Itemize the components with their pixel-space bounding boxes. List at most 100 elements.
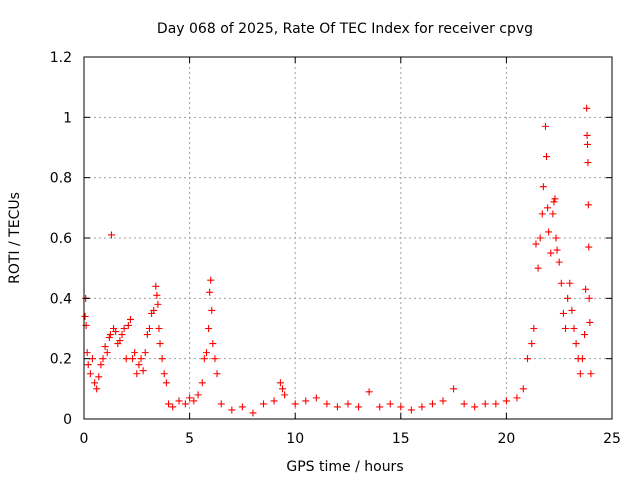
data-point — [93, 385, 101, 393]
data-point — [450, 385, 458, 393]
data-point — [549, 210, 557, 218]
data-point — [291, 400, 299, 408]
x-tick-label: 15 — [392, 431, 410, 447]
data-point — [312, 394, 320, 402]
data-point — [576, 370, 584, 378]
data-point — [160, 370, 168, 378]
data-point — [559, 309, 567, 317]
data-point — [564, 294, 572, 302]
data-point — [217, 400, 225, 408]
data-point — [524, 355, 532, 363]
data-point — [279, 385, 287, 393]
data-point — [95, 373, 103, 381]
y-tick-label: 0.8 — [50, 171, 72, 187]
x-tick-label: 25 — [603, 431, 621, 447]
data-point — [86, 370, 94, 378]
data-point — [154, 300, 162, 308]
data-point — [562, 325, 570, 332]
data-point — [200, 355, 208, 363]
data-point — [519, 385, 527, 393]
data-point — [97, 361, 105, 369]
data-point — [583, 104, 591, 112]
data-point — [103, 349, 111, 357]
data-point — [460, 400, 468, 408]
data-point — [181, 400, 189, 408]
x-axis-label: GPS time / hours — [286, 459, 403, 475]
data-point — [276, 379, 284, 387]
data-point — [124, 321, 132, 329]
data-point — [541, 122, 549, 130]
y-tick-label: 1.2 — [50, 50, 72, 66]
data-point — [581, 331, 589, 339]
x-tick-label: 0 — [80, 431, 89, 447]
data-point — [407, 406, 415, 414]
data-point — [584, 201, 592, 209]
data-point — [175, 397, 183, 405]
data-point — [584, 159, 592, 167]
data-point — [112, 328, 120, 336]
data-point — [145, 325, 153, 332]
data-point — [333, 403, 341, 411]
data-point — [323, 400, 331, 408]
data-point — [281, 391, 289, 399]
data-point — [585, 294, 593, 302]
data-point — [107, 231, 115, 239]
y-tick-label: 0.6 — [50, 231, 72, 247]
data-point — [492, 400, 500, 408]
grid — [84, 57, 612, 419]
data-point — [205, 325, 213, 332]
data-point — [578, 355, 586, 363]
data-point — [302, 397, 310, 405]
data-point — [139, 367, 147, 375]
data-point — [206, 288, 214, 296]
data-point — [164, 400, 172, 408]
data-point — [99, 355, 107, 363]
data-point — [105, 334, 113, 342]
data-point — [584, 140, 592, 148]
data-point — [481, 400, 489, 408]
x-tick-label: 10 — [286, 431, 304, 447]
data-point — [83, 349, 91, 357]
data-point — [586, 318, 594, 326]
data-point — [152, 282, 160, 290]
data-point — [91, 379, 99, 387]
data-point — [158, 355, 166, 363]
data-point — [344, 400, 352, 408]
data-point — [534, 264, 542, 272]
data-point — [143, 331, 151, 339]
data-point — [81, 312, 89, 320]
data-point — [439, 397, 447, 405]
data-point — [270, 397, 278, 405]
data-point — [545, 228, 553, 236]
data-point — [386, 400, 394, 408]
data-point — [553, 246, 561, 254]
data-point — [150, 306, 158, 314]
data-point — [550, 198, 558, 206]
data-point — [557, 279, 565, 287]
x-tick-label: 20 — [497, 431, 515, 447]
data-point — [547, 249, 555, 257]
data-point — [84, 361, 92, 369]
data-point — [126, 315, 134, 323]
data-point — [532, 240, 540, 248]
data-point — [156, 340, 164, 348]
data-point — [213, 370, 221, 378]
data-point — [131, 349, 139, 357]
data-point — [238, 403, 246, 411]
axes: 0 5 10 15 20 25 0 0.2 0.4 0.6 0.8 1 1.2 — [50, 50, 621, 447]
data-point — [88, 355, 96, 363]
data-point — [536, 234, 544, 242]
data-point — [552, 234, 560, 242]
data-point — [530, 325, 538, 332]
data-point — [198, 379, 206, 387]
data-point — [543, 153, 551, 161]
data-point — [133, 370, 141, 378]
data-point — [249, 409, 257, 417]
data-point — [528, 340, 536, 348]
data-point — [551, 195, 559, 203]
y-tick-label: 0.2 — [50, 352, 72, 368]
data-point — [129, 355, 137, 363]
data-point — [428, 400, 436, 408]
data-point — [568, 306, 576, 314]
